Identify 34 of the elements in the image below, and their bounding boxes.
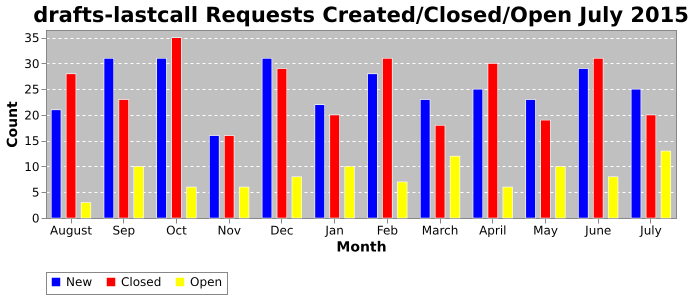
bar [382,58,393,218]
bar [171,37,182,218]
x-tick-label: July [639,224,662,238]
y-tick-label: 30 [24,56,40,71]
bar [646,114,656,218]
y-tick-label: 0 [32,212,40,226]
x-tick-label: May [533,224,558,238]
x-tick-label: August [50,224,92,238]
y-tick-label: 15 [24,134,40,148]
x-tick-label: Dec [270,224,294,238]
bar [525,99,536,218]
y-tick-label: 5 [32,186,40,200]
bar [262,58,272,218]
x-tick-label: Oct [166,224,188,238]
x-axis-title: Month [336,240,387,256]
legend-label: Closed [121,275,162,289]
bar [555,166,566,218]
x-tick-label: Sep [112,224,136,238]
x-tick-label: Feb [376,224,398,238]
legend-label: Open [190,275,222,289]
x-tick-label: June [584,224,612,238]
y-axis-title: Count [5,100,22,148]
y-tick-label: 20 [24,108,40,122]
bar [292,176,302,218]
x-tick-label: Nov [217,224,241,238]
y-tick-label: 10 [24,160,40,174]
legend-label: New [66,275,92,289]
x-tick-label: March [422,224,458,238]
y-tick-label: 35 [24,31,40,46]
x-tick-label: April [479,224,507,238]
chart-title: drafts-lastcall Requests Created/Closed/Open July 2015 [33,3,689,27]
x-tick-label: Jan [324,224,344,238]
y-tick-label: 25 [24,82,40,97]
bar [80,202,92,218]
